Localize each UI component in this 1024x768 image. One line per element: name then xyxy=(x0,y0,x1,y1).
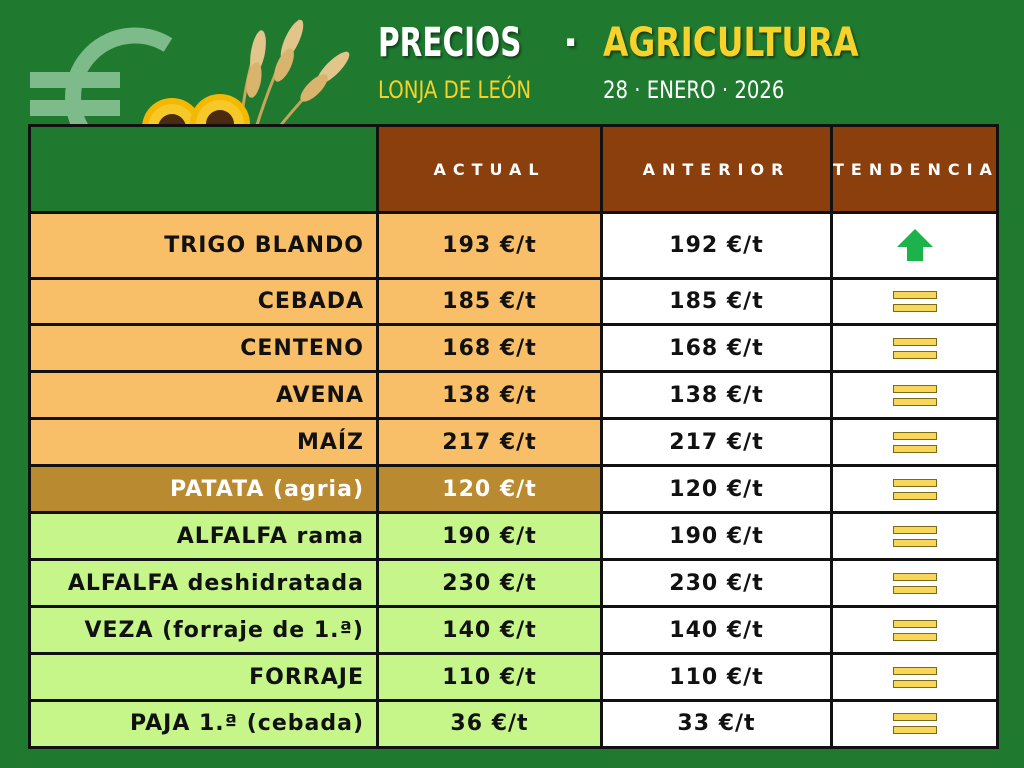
product-name: ALFALFA deshidratada xyxy=(28,558,379,609)
trend-cell xyxy=(830,370,999,421)
price-anterior: 110 €/t xyxy=(600,652,833,702)
subtitle-date: 28 · ENERO · 2026 xyxy=(603,76,785,104)
product-name: PATATA (agria) xyxy=(28,464,379,515)
table-row: ALFALFA rama 190 €/t 190 €/t xyxy=(28,511,999,562)
equal-icon xyxy=(892,337,937,360)
product-name: VEZA (forraje de 1.ª) xyxy=(28,605,379,656)
price-anterior: 185 €/t xyxy=(600,276,833,327)
table-row: VEZA (forraje de 1.ª) 140 €/t 140 €/t xyxy=(28,605,999,656)
product-name: ALFALFA rama xyxy=(28,511,379,562)
subtitle-lonja: LONJA DE LEÓN xyxy=(378,76,532,104)
trend-cell xyxy=(830,417,999,468)
title-row: PRECIOS · AGRICULTURA xyxy=(378,20,998,70)
table-row: TRIGO BLANDO 193 €/t 192 €/t xyxy=(28,211,999,280)
price-actual: 168 €/t xyxy=(376,323,603,374)
equal-icon xyxy=(892,291,937,313)
equal-icon xyxy=(892,384,937,407)
column-header-actual: ACTUAL xyxy=(376,123,603,215)
price-anterior: 33 €/t xyxy=(600,698,833,750)
price-actual: 140 €/t xyxy=(376,605,603,656)
price-actual: 190 €/t xyxy=(376,511,603,562)
price-anterior: 217 €/t xyxy=(600,417,833,468)
price-actual: 36 €/t xyxy=(376,698,603,750)
table-header-row: ACTUAL ANTERIOR TENDENCIA xyxy=(28,123,999,215)
trend-cell xyxy=(830,211,999,280)
title-agricultura: AGRICULTURA xyxy=(603,20,859,66)
product-name: MAÍZ xyxy=(28,417,379,468)
price-anterior: 192 €/t xyxy=(600,211,833,280)
table-row: PATATA (agria) 120 €/t 120 €/t xyxy=(28,464,999,515)
trend-cell xyxy=(830,511,999,562)
trend-cell xyxy=(830,323,999,374)
price-anterior: 140 €/t xyxy=(600,605,833,656)
table-row: CENTENO 168 €/t 168 €/t xyxy=(28,323,999,374)
trend-cell xyxy=(830,652,999,702)
column-header-anterior: ANTERIOR xyxy=(600,123,833,215)
title-separator: · xyxy=(563,20,579,66)
product-name: PAJA 1.ª (cebada) xyxy=(28,698,379,750)
trend-cell xyxy=(830,276,999,327)
product-name: TRIGO BLANDO xyxy=(28,211,379,280)
price-actual: 120 €/t xyxy=(376,464,603,515)
price-actual: 185 €/t xyxy=(376,276,603,327)
price-anterior: 230 €/t xyxy=(600,558,833,609)
equal-icon xyxy=(892,619,937,642)
table-row: ALFALFA deshidratada 230 €/t 230 €/t xyxy=(28,558,999,609)
equal-icon xyxy=(892,431,937,454)
product-name: FORRAJE xyxy=(28,652,379,702)
trend-cell xyxy=(830,698,999,750)
price-actual: 138 €/t xyxy=(376,370,603,421)
price-actual: 110 €/t xyxy=(376,652,603,702)
price-table: ACTUAL ANTERIOR TENDENCIA TRIGO BLANDO 19… xyxy=(28,123,999,750)
product-name: AVENA xyxy=(28,370,379,421)
trend-cell xyxy=(830,464,999,515)
table-row: MAÍZ 217 €/t 217 €/t xyxy=(28,417,999,468)
subtitle-row: LONJA DE LEÓN 28 · ENERO · 2026 xyxy=(378,76,998,110)
product-name: CEBADA xyxy=(28,276,379,327)
price-actual: 230 €/t xyxy=(376,558,603,609)
trend-cell xyxy=(830,558,999,609)
trend-cell xyxy=(830,605,999,656)
price-anterior: 190 €/t xyxy=(600,511,833,562)
price-anterior: 120 €/t xyxy=(600,464,833,515)
equal-icon xyxy=(892,666,937,689)
table-row: CEBADA 185 €/t 185 €/t xyxy=(28,276,999,327)
table-row: FORRAJE 110 €/t 110 €/t xyxy=(28,652,999,702)
table-row: AVENA 138 €/t 138 €/t xyxy=(28,370,999,421)
price-anterior: 168 €/t xyxy=(600,323,833,374)
price-actual: 193 €/t xyxy=(376,211,603,280)
table-row: PAJA 1.ª (cebada) 36 €/t 33 €/t xyxy=(28,698,999,750)
equal-icon xyxy=(892,572,937,595)
price-actual: 217 €/t xyxy=(376,417,603,468)
equal-icon xyxy=(892,713,937,735)
column-header-tendencia: TENDENCIA xyxy=(830,123,999,215)
header-blank-cell xyxy=(28,123,379,215)
arrow-up-icon xyxy=(896,229,933,262)
product-name: CENTENO xyxy=(28,323,379,374)
equal-icon xyxy=(892,525,937,548)
title-precios: PRECIOS xyxy=(378,20,522,66)
price-anterior: 138 €/t xyxy=(600,370,833,421)
equal-icon xyxy=(892,478,937,501)
